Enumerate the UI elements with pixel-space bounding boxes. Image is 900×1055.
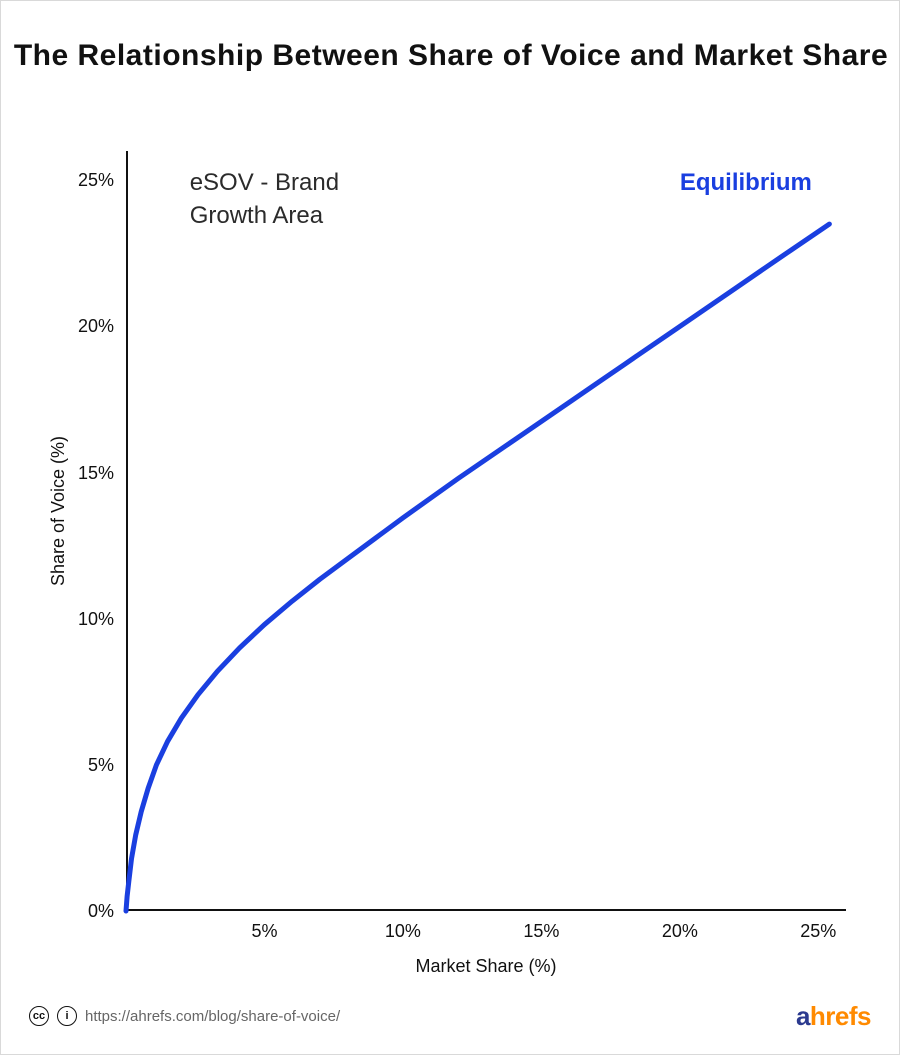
y-axis-label: Share of Voice (%) [48,411,69,611]
x-tick-label: 5% [234,921,294,942]
x-axis-label: Market Share (%) [126,956,846,977]
brand-logo-part2: hrefs [810,1001,871,1031]
footer-attribution: cc i https://ahrefs.com/blog/share-of-vo… [29,1006,340,1026]
x-tick-label: 10% [373,921,433,942]
y-tick-label: 0% [66,901,114,922]
y-tick-label: 20% [66,316,114,337]
chart-frame: The Relationship Between Share of Voice … [0,0,900,1055]
plot-area [126,151,846,911]
brand-logo: ahrefs [796,1001,871,1032]
source-url: https://ahrefs.com/blog/share-of-voice/ [85,1008,340,1025]
cc-icon: cc [29,1006,49,1026]
y-tick-label: 5% [66,755,114,776]
x-tick-label: 15% [511,921,571,942]
chart-title: The Relationship Between Share of Voice … [1,37,900,75]
x-tick-label: 25% [788,921,848,942]
brand-logo-part1: a [796,1001,810,1031]
footer: cc i https://ahrefs.com/blog/share-of-vo… [29,1002,871,1030]
attribution-icon: i [57,1006,77,1026]
annotation-equilibrium: Equilibrium [680,166,880,200]
y-tick-label: 25% [66,170,114,191]
equilibrium-curve [126,151,846,911]
x-tick-label: 20% [650,921,710,942]
y-tick-label: 10% [66,609,114,630]
annotation-esov: eSOV - Brand Growth Area [190,166,350,233]
y-tick-label: 15% [66,463,114,484]
